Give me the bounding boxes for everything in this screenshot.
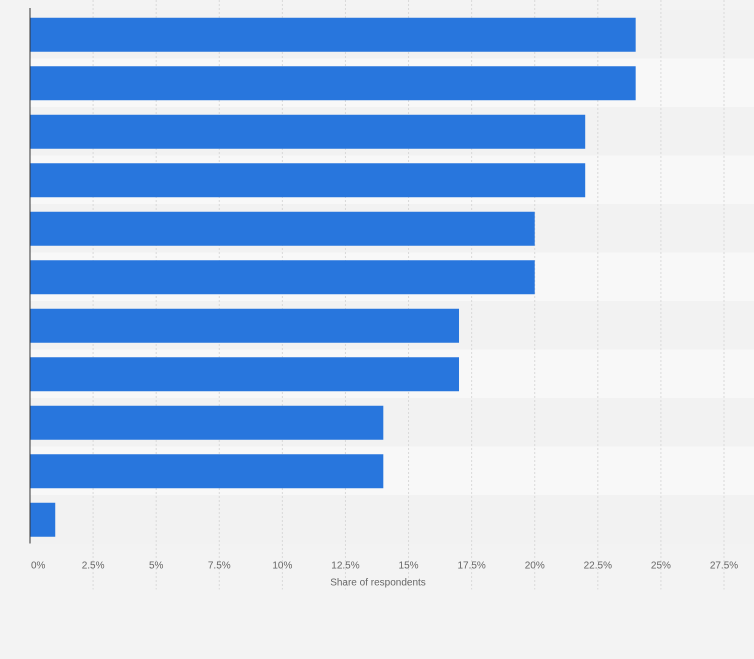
x-tick-label: 20% [525,561,545,572]
bar[interactable] [30,114,586,149]
x-tick-label: 27.5% [710,561,738,572]
bar[interactable] [30,308,460,343]
bar[interactable] [30,211,535,246]
x-tick-label: 2.5% [82,561,105,572]
bar[interactable] [30,502,56,537]
bar[interactable] [30,260,535,295]
x-tick-label: 17.5% [457,561,485,572]
x-tick-label: 22.5% [584,561,612,572]
bar[interactable] [30,66,636,101]
x-tick-label: 7.5% [208,561,231,572]
x-tick-label: 12.5% [331,561,359,572]
bar[interactable] [30,357,460,392]
bar[interactable] [30,17,636,52]
x-axis-title: Share of respondents [330,578,426,589]
bar[interactable] [30,405,384,440]
x-tick-label: 15% [399,561,419,572]
x-tick-label: 0% [31,561,46,572]
bar[interactable] [30,163,586,198]
x-tick-label: 25% [651,561,671,572]
bars [30,17,636,537]
bar[interactable] [30,454,384,489]
x-tick-labels: 0% 2.5% 5% 7.5% 10% 12.5% 15% 17.5% 20% 22.5% 25% 2… [31,561,738,572]
x-tick-label: 5% [149,561,164,572]
row-band [30,495,754,544]
x-tick-label: 10% [272,561,292,572]
